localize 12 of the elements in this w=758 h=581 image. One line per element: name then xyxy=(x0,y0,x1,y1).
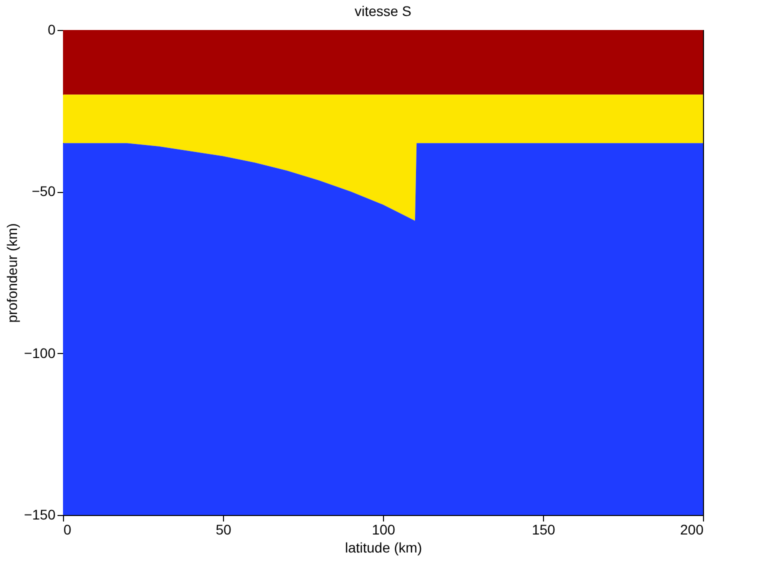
x-axis-title: latitude (km) xyxy=(344,540,422,556)
x-tick-label: 50 xyxy=(216,522,232,538)
x-tick-label: 150 xyxy=(532,522,556,538)
x-tick-label: 0 xyxy=(64,522,72,538)
y-tick-label: −50 xyxy=(32,183,56,200)
y-axis-title: profondeur (km) xyxy=(4,223,20,323)
x-tick-label: 200 xyxy=(680,522,704,538)
y-tick-label: 0 xyxy=(48,22,56,38)
x-tick-label: 100 xyxy=(372,522,396,538)
y-tick-label: −100 xyxy=(24,344,56,361)
chart-title: vitesse S xyxy=(354,3,412,19)
y-tick-label: −150 xyxy=(24,506,56,522)
